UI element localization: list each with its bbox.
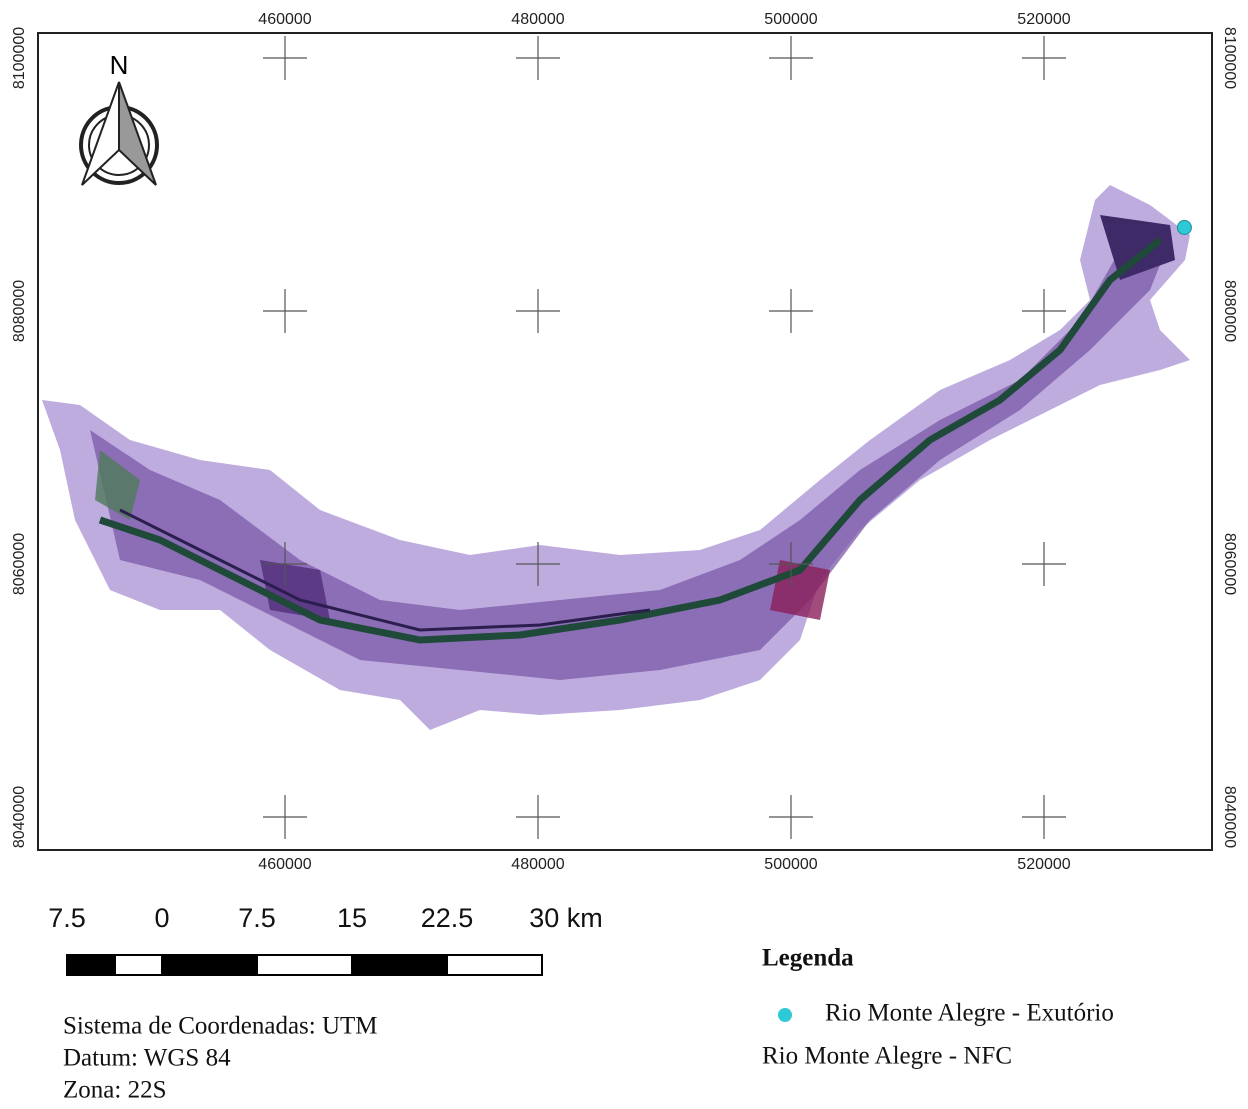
x-tick-label: 460000 [258, 856, 311, 873]
grid-cross [768, 288, 813, 333]
north-arrow: N [79, 50, 159, 186]
grid-cross [263, 794, 308, 839]
coordinate-info: Sistema de Coordenadas: UTM [63, 1013, 378, 1040]
grid-cross [263, 35, 308, 80]
scale-label: 7.5 [48, 903, 86, 933]
grid-cross [516, 288, 560, 333]
map-frame [37, 32, 1213, 851]
legend-marker [778, 1008, 792, 1022]
x-tick-label: 460000 [258, 11, 311, 28]
coordinate-info: Zona: 22S [63, 1077, 166, 1104]
y-tick-label: 8040000 [11, 786, 28, 848]
outlet-point [1176, 220, 1192, 236]
grid-cross [768, 35, 813, 80]
x-tick-label: 520000 [1017, 11, 1070, 28]
y-tick-label: 8100000 [11, 27, 28, 89]
legend-title: Legenda [762, 945, 854, 972]
y-tick-label: 8080000 [1221, 280, 1238, 342]
grid-cross [768, 794, 813, 839]
x-tick-label: 520000 [1017, 856, 1070, 873]
grid-cross [1022, 541, 1066, 586]
x-tick-label: 500000 [764, 856, 817, 873]
grid-cross [263, 541, 308, 586]
x-tick-label: 480000 [511, 856, 564, 873]
y-tick-label: 8100000 [1221, 27, 1238, 89]
coordinate-info: Datum: WGS 84 [63, 1045, 231, 1072]
y-tick-label: 8060000 [1221, 533, 1238, 595]
grid-cross [516, 35, 560, 80]
grid-cross [1022, 794, 1066, 839]
grid-cross [516, 794, 560, 839]
legend-area-label: Rio Monte Alegre - NFC [762, 1043, 1012, 1070]
y-tick-label: 8080000 [11, 280, 28, 342]
scale-bar [66, 954, 543, 976]
legend-label: Rio Monte Alegre - Exutório [825, 1000, 1114, 1027]
scale-label: 0 [154, 903, 169, 933]
scale-label: 7.5 [238, 903, 276, 933]
y-tick-label: 8040000 [1221, 786, 1238, 848]
scale-label: 15 [337, 903, 367, 933]
grid-cross [1022, 288, 1066, 333]
grid-cross [263, 288, 308, 333]
nfc-area [42, 185, 1190, 730]
x-tick-label: 480000 [511, 11, 564, 28]
grid-cross [516, 541, 560, 586]
north-label: N [110, 50, 129, 80]
scale-label: 30 km [529, 903, 603, 933]
y-tick-label: 8060000 [11, 533, 28, 595]
x-tick-label: 500000 [764, 11, 817, 28]
grid-cross [768, 541, 813, 586]
grid-cross [1022, 35, 1066, 80]
scale-label: 22.5 [421, 903, 474, 933]
